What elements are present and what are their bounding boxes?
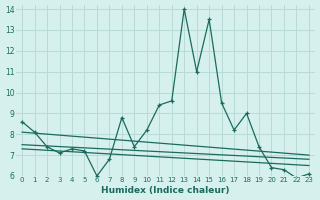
X-axis label: Humidex (Indice chaleur): Humidex (Indice chaleur) <box>101 186 230 195</box>
